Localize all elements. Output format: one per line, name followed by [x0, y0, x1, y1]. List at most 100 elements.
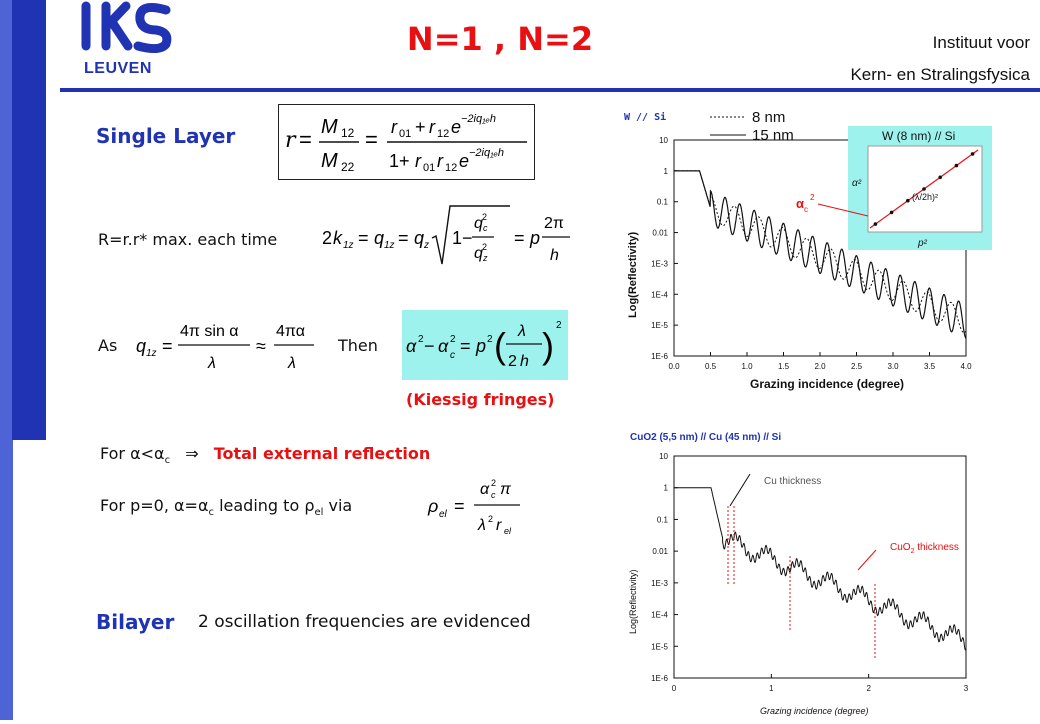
series-8nm [674, 170, 967, 334]
svg-text:α: α [406, 336, 417, 356]
svg-text:r: r [496, 517, 502, 534]
chart1-inset: W (8 nm) // Si (λ/2h)² α² p² [848, 126, 992, 250]
svg-text:λ: λ [287, 355, 296, 372]
side-bar-dark [12, 0, 46, 440]
inset-point [954, 163, 959, 168]
svg-text:q: q [374, 228, 384, 248]
svg-text:el: el [439, 509, 448, 520]
y-tick-label: 10 [659, 452, 668, 461]
alpha-c-marker-sup: 2 [810, 193, 815, 202]
x-tick-label: 1.5 [778, 362, 790, 371]
leading-to-text: leading to ρ [214, 496, 315, 515]
cu-thickness-label: Cu thickness [764, 476, 821, 487]
svg-text:q: q [414, 228, 424, 248]
svg-text:r: r [429, 117, 436, 137]
svg-text:(: ( [494, 325, 506, 366]
inset-point [906, 198, 910, 203]
inset-xlabel: p² [917, 238, 928, 249]
svg-text:q: q [136, 336, 146, 356]
alpha-c-marker: α [796, 196, 804, 211]
phase-condition-formula: 2 k 1z = q 1z = q z 1− q 2 c q 2 z = p 2… [318, 200, 578, 272]
svg-text:q: q [474, 215, 483, 232]
bilayer-heading: Bilayer [96, 610, 175, 634]
y-tick-label: 1E-6 [651, 352, 668, 361]
reflection-coefficient-svg: r = M 12 M 22 = r 01 + r 12 e −2iq₁ₑh 1+… [285, 113, 527, 174]
inset-point [938, 175, 942, 180]
as-label: As [98, 336, 118, 355]
svg-text:12: 12 [445, 162, 457, 174]
leading-sub: el [314, 507, 324, 519]
x-tick-label: 4.0 [960, 362, 972, 371]
institute-name: Instituut voor Kern- en Stralingsfysica [850, 27, 1030, 91]
institute-line-1: Instituut voor [932, 33, 1030, 52]
via-text: via [323, 496, 353, 515]
svg-text:e: e [451, 117, 461, 137]
svg-text:c: c [483, 223, 488, 233]
iks-logo [74, 0, 174, 60]
y-tick-label: 0.1 [657, 198, 669, 207]
slide-title: N=1 , N=2 [406, 20, 594, 58]
svg-text:−2iq₁ₑh: −2iq₁ₑh [461, 113, 496, 125]
rr-max-text: R=r.r* max. each time [98, 230, 278, 249]
cuo2-label-main: CuO [890, 542, 911, 553]
institute-line-2: Kern- en Stralingsfysica [850, 65, 1030, 84]
svg-text:=: = [299, 127, 312, 152]
svg-text:2: 2 [418, 334, 424, 345]
svg-text:2: 2 [508, 353, 517, 370]
y-tick-label: 0.1 [657, 515, 669, 524]
bilayer-text: 2 oscillation frequencies are evidenced [198, 612, 531, 632]
cuo2-thickness-label: CuO2 thickness [890, 542, 959, 555]
total-external-reflection: Total external reflection [213, 444, 431, 463]
kiessig-formula: α 2 − α 2 c = p 2 ( λ 2 h ) 2 [402, 310, 568, 380]
cuo2-cu-si-chart: CuO2 (5,5 nm) // Cu (45 nm) // Si 10 1 0.1… [600, 424, 1000, 720]
svg-text:λ: λ [207, 355, 216, 372]
svg-text:=: = [514, 228, 525, 248]
chart1-xlabel: Grazing incidence (degree) [750, 377, 904, 391]
y-tick-label: 1E-6 [651, 674, 668, 683]
svg-text:e: e [459, 151, 469, 171]
svg-text:p: p [475, 336, 486, 356]
svg-text:22: 22 [341, 160, 355, 174]
kiessig-label: (Kiessig fringes) [406, 390, 555, 409]
svg-text:≈: ≈ [256, 336, 266, 356]
y-tick-label: 0.01 [652, 547, 668, 556]
svg-text:12: 12 [437, 128, 449, 140]
svg-text:α: α [480, 481, 490, 498]
alpha-c-marker-sub: c [804, 205, 808, 214]
series-15nm [674, 170, 967, 339]
x-tick-label: 0.0 [668, 362, 680, 371]
svg-text:4πα: 4πα [276, 323, 305, 340]
w-si-chart: W // Si 8 nm 15 nm 10 1 0.1 0.01 1E-3 1E-4 1E-… [600, 100, 1000, 410]
svg-text:=: = [460, 336, 471, 356]
iks-logo-icon [81, 1, 172, 54]
city-label: LEUVEN [84, 60, 152, 77]
x-tick-label: 3 [964, 684, 969, 693]
x-tick-label: 2 [866, 684, 871, 693]
total-reflection-line: For α<αc ⇒ Total external reflection [100, 444, 430, 466]
svg-text:2: 2 [322, 228, 332, 248]
svg-text:01: 01 [399, 128, 411, 140]
inset-point [873, 222, 878, 226]
svg-text:1−: 1− [452, 228, 473, 248]
density-line: For p=0, α=αc leading to ρel via [100, 496, 352, 518]
for-alpha-sub: c [164, 455, 171, 467]
legend-15nm: 15 nm [752, 127, 794, 144]
y-tick-label: 10 [659, 136, 668, 145]
w-si-chart-svg: W // Si 8 nm 15 nm 10 1 0.1 0.01 1E-3 1E-4 1E-… [624, 109, 992, 391]
svg-text:z: z [482, 253, 488, 263]
svg-text:p: p [529, 228, 540, 248]
svg-text:4π sin α: 4π sin α [180, 323, 239, 340]
y-tick-label: 0.01 [652, 229, 668, 238]
y-tick-label: 1E-5 [651, 321, 668, 330]
svg-text:α: α [438, 336, 449, 356]
svg-text:−: − [424, 336, 435, 356]
x-tick-label: 2.5 [851, 362, 863, 371]
svg-text:=: = [365, 127, 378, 152]
cuo2-thickness-pointer [857, 549, 877, 571]
q1z-svg: q 1z = 4π sin α λ ≈ 4πα λ [136, 323, 314, 372]
svg-text:π: π [500, 481, 511, 498]
svg-text:c: c [450, 350, 455, 361]
svg-text:z: z [423, 240, 429, 251]
chart2-title: CuO2 (5,5 nm) // Cu (45 nm) // Si [630, 432, 781, 443]
cu-thickness-pointer [729, 473, 751, 507]
